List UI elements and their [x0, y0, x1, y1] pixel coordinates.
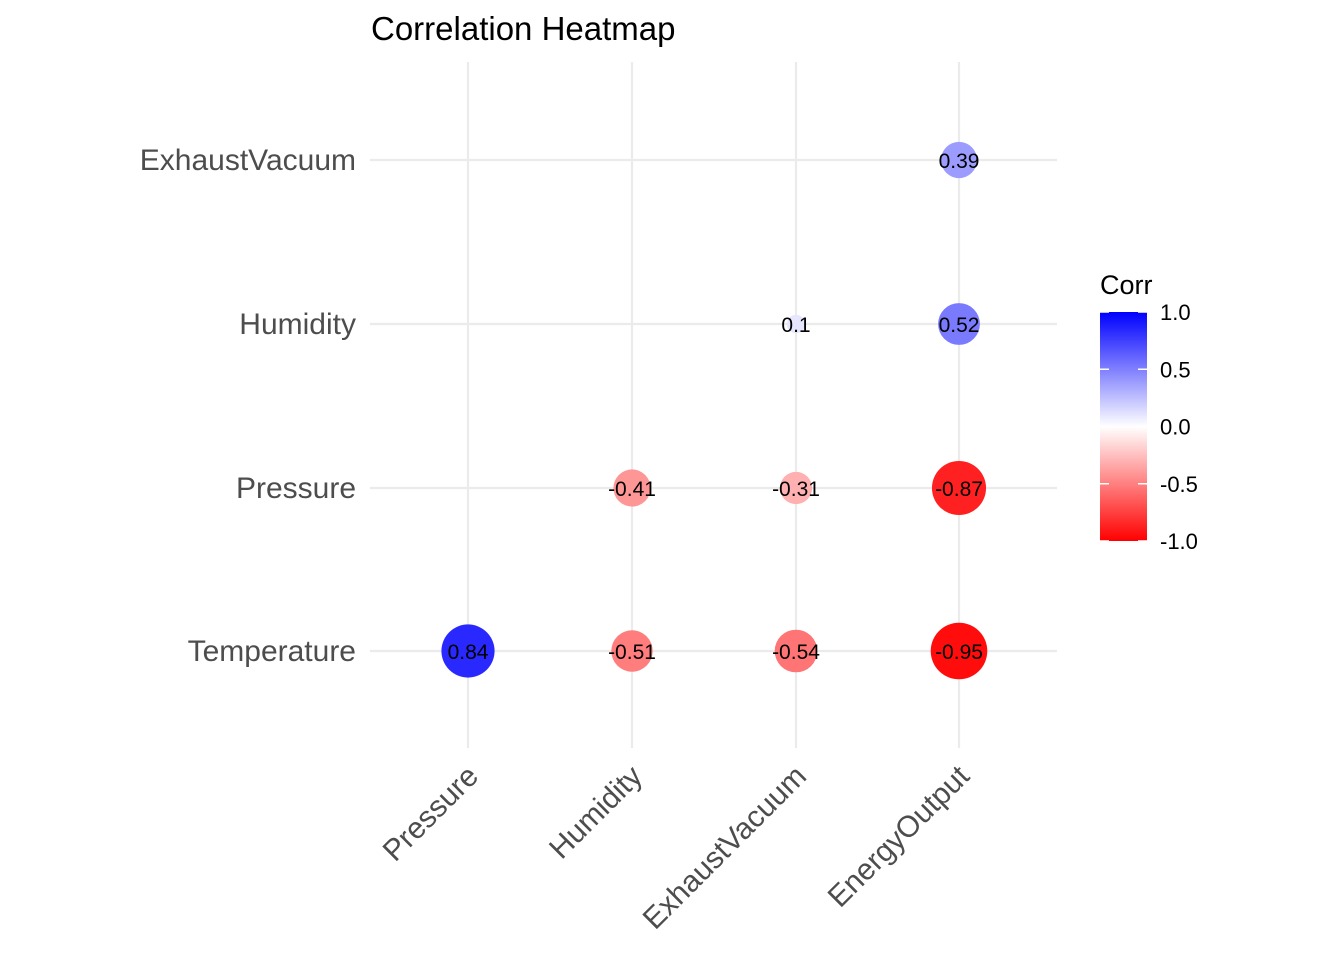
data-label: -0.41 — [608, 478, 656, 501]
data-label: -0.51 — [608, 641, 656, 664]
data-label: -0.54 — [772, 641, 820, 664]
data-label: -0.31 — [772, 478, 820, 501]
x-tick-label: ExhaustVacuum — [637, 760, 813, 936]
legend-tick-label: -1.0 — [1160, 529, 1198, 554]
data-label: 0.52 — [939, 314, 980, 337]
correlation-point — [611, 630, 653, 672]
legend-tick-label: 1.0 — [1160, 300, 1191, 325]
correlation-point — [931, 460, 987, 516]
data-label: 0.39 — [939, 150, 980, 173]
legend: Corr 1.0 0.5 0.0 -0.5 -1.0 — [1100, 270, 1198, 554]
legend-tick-label: 0.5 — [1160, 357, 1191, 382]
data-label: 0.84 — [448, 641, 489, 664]
legend-title: Corr — [1100, 270, 1153, 300]
legend-tick-label: 0.0 — [1160, 415, 1191, 440]
y-tick-label: ExhaustVacuum — [140, 144, 356, 177]
correlation-point — [779, 471, 813, 505]
data-label: -0.87 — [935, 478, 983, 501]
y-axis-tick-labels: Temperature Pressure Humidity ExhaustVacuum — [140, 144, 356, 668]
legend-ticks: 1.0 0.5 0.0 -0.5 -1.0 — [1100, 300, 1198, 554]
correlation-point — [786, 314, 806, 334]
x-tick-label: Pressure — [377, 760, 485, 868]
correlation-point — [930, 622, 988, 680]
data-label: 0.1 — [781, 314, 810, 337]
chart-title: Correlation Heatmap — [371, 10, 675, 47]
y-tick-label: Pressure — [236, 472, 356, 505]
data-label: -0.95 — [935, 641, 983, 664]
correlation-point — [441, 624, 495, 678]
y-tick-label: Humidity — [239, 308, 356, 341]
correlation-points: 0.84 -0.51 -0.54 -0.95 -0.41 -0.31 -0.87 0.1 0.5… — [441, 141, 988, 680]
y-tick-label: Temperature — [188, 635, 356, 668]
correlation-point — [938, 303, 980, 345]
legend-tick-label: -0.5 — [1160, 472, 1198, 497]
correlation-point — [774, 629, 818, 673]
x-tick-label: Humidity — [543, 760, 649, 866]
correlation-point — [940, 141, 978, 179]
x-tick-label: EnergyOutput — [822, 759, 977, 914]
correlation-point — [613, 469, 651, 507]
